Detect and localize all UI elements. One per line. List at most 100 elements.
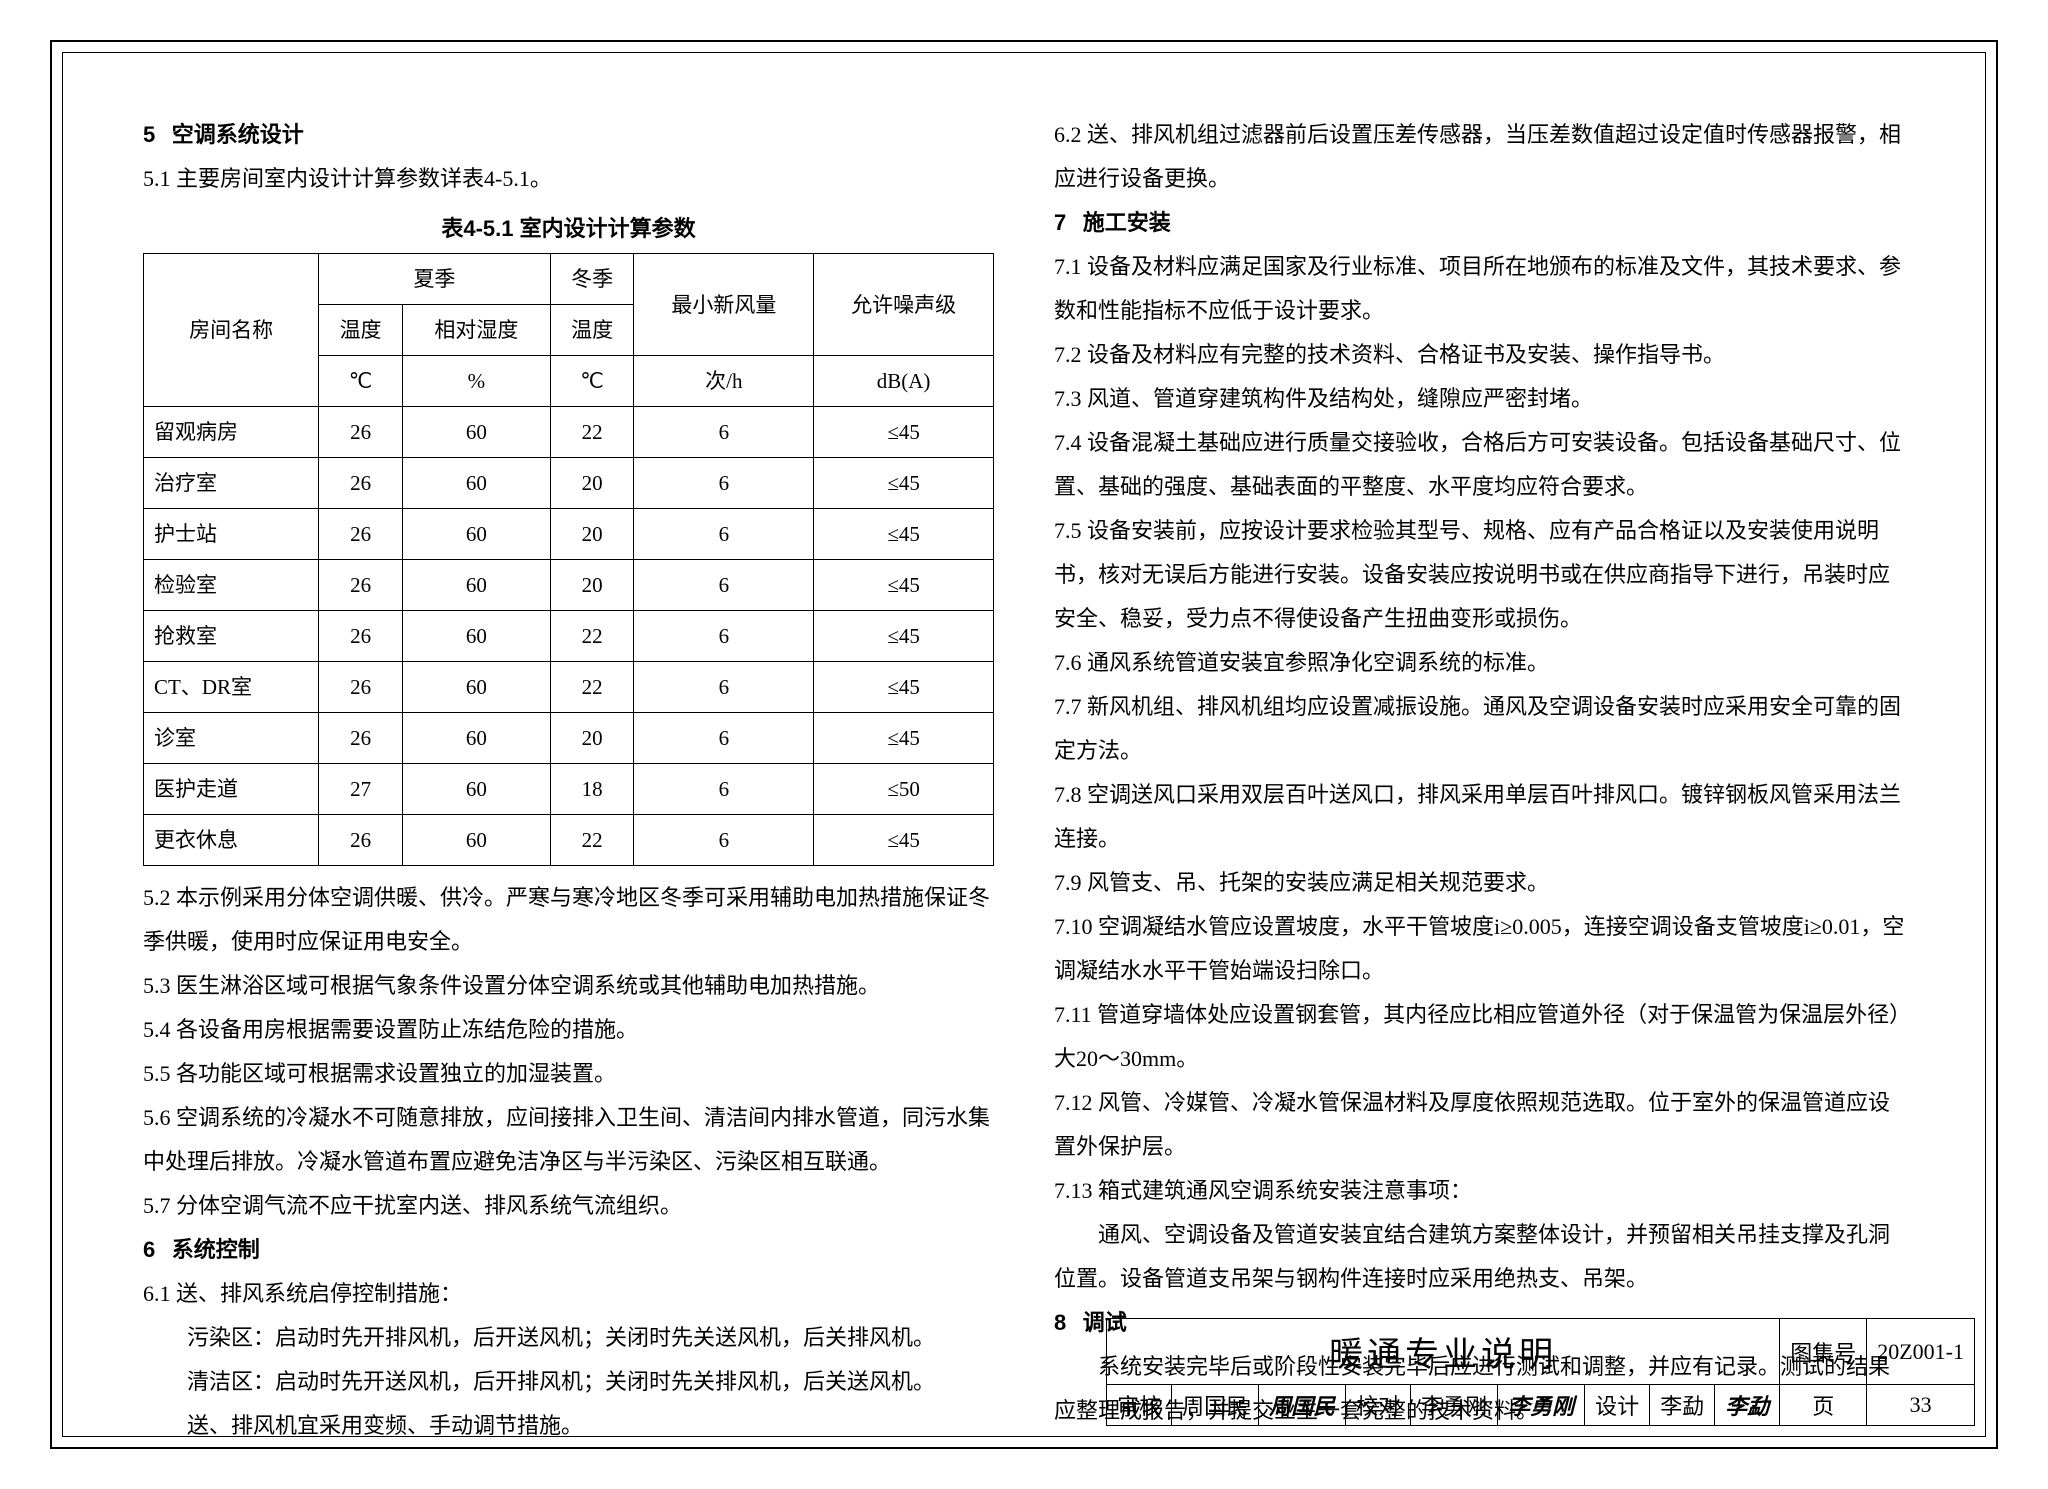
data-cell: 6	[634, 662, 814, 713]
data-cell: 60	[402, 407, 550, 458]
row-name-cell: 医护走道	[144, 764, 319, 815]
design-signature: 李勐	[1715, 1385, 1780, 1426]
row-name-cell: 护士站	[144, 509, 319, 560]
p5-1: 5.1 主要房间室内设计计算参数详表4-5.1。	[143, 157, 994, 201]
p7-3: 7.3 风道、管道穿建筑构件及结构处，缝隙应严密封堵。	[1054, 377, 1905, 421]
th-summer-temp: 温度	[319, 305, 403, 356]
p7-5: 7.5 设备安装前，应按设计要求检验其型号、规格、应有产品合格证以及安装使用说明…	[1054, 509, 1905, 641]
th-room: 房间名称	[144, 254, 319, 407]
data-cell: ≤45	[814, 407, 994, 458]
data-cell: 60	[402, 509, 550, 560]
atlas-label: 图集号	[1780, 1319, 1867, 1385]
section-6-heading: 6 系统控制	[143, 1228, 994, 1272]
p6-1a: 污染区：启动时先开排风机，后开送风机；关闭时先关送风机，后关排风机。	[143, 1316, 994, 1360]
design-name: 李勐	[1650, 1385, 1715, 1426]
data-cell: 6	[634, 560, 814, 611]
sec7-num: 7	[1054, 201, 1066, 245]
data-cell: 20	[550, 560, 634, 611]
table-row: 更衣休息2660226≤45	[144, 815, 994, 866]
p6-1: 6.1 送、排风系统启停控制措施：	[143, 1272, 994, 1316]
data-cell: 6	[634, 407, 814, 458]
check-name: 李勇刚	[1411, 1385, 1498, 1426]
data-cell: 60	[402, 815, 550, 866]
p7-2: 7.2 设备及材料应有完整的技术资料、合格证书及安装、操作指导书。	[1054, 333, 1905, 377]
p7-6: 7.6 通风系统管道安装宜参照净化空调系统的标准。	[1054, 641, 1905, 685]
th-winter-temp: 温度	[550, 305, 634, 356]
row-name-cell: 治疗室	[144, 458, 319, 509]
th-minfresh: 最小新风量	[634, 254, 814, 356]
atlas-no: 20Z001-1	[1867, 1319, 1975, 1385]
page-label: 页	[1780, 1385, 1867, 1426]
p5-7: 5.7 分体空调气流不应干扰室内送、排风系统气流组织。	[143, 1184, 994, 1228]
data-cell: 26	[319, 458, 403, 509]
p7-8: 7.8 空调送风口采用双层百叶送风口，排风采用单层百叶排风口。镀锌钢板风管采用法…	[1054, 773, 1905, 861]
data-cell: ≤45	[814, 611, 994, 662]
data-cell: 26	[319, 662, 403, 713]
table-row: 治疗室2660206≤45	[144, 458, 994, 509]
design-params-table: 房间名称 夏季 冬季 最小新风量 允许噪声级 温度 相对湿度 温度 ℃	[143, 253, 994, 866]
section-7-heading: 7 施工安装	[1054, 201, 1905, 245]
check-label: 校对	[1346, 1385, 1411, 1426]
data-cell: ≤50	[814, 764, 994, 815]
inner-frame: 5 空调系统设计 5.1 主要房间室内设计计算参数详表4-5.1。 表4-5.1…	[62, 52, 1986, 1437]
review-signature: 周国民	[1259, 1385, 1346, 1426]
p5-6: 5.6 空调系统的冷凝水不可随意排放，应间接排入卫生间、清洁间内排水管道，同污水…	[143, 1096, 994, 1184]
data-cell: 18	[550, 764, 634, 815]
table-row: 抢救室2660226≤45	[144, 611, 994, 662]
doc-title: 暖通专业说明	[1107, 1319, 1780, 1385]
unit-db: dB(A)	[814, 356, 994, 407]
data-cell: ≤45	[814, 815, 994, 866]
title-block: 暖通专业说明 图集号 20Z001-1 审核 周国民 周国民 校对 李勇刚 李勇…	[1106, 1318, 1975, 1426]
data-cell: ≤45	[814, 713, 994, 764]
data-cell: 27	[319, 764, 403, 815]
data-cell: 6	[634, 764, 814, 815]
data-cell: 22	[550, 815, 634, 866]
p7-4: 7.4 设备混凝土基础应进行质量交接验收，合格后方可安装设备。包括设备基础尺寸、…	[1054, 421, 1905, 509]
data-cell: 60	[402, 713, 550, 764]
p7-1: 7.1 设备及材料应满足国家及行业标准、项目所在地颁布的标准及文件，其技术要求、…	[1054, 245, 1905, 333]
review-name: 周国民	[1172, 1385, 1259, 1426]
row-name-cell: 留观病房	[144, 407, 319, 458]
row-name-cell: 检验室	[144, 560, 319, 611]
data-cell: 60	[402, 662, 550, 713]
table-body: 留观病房2660226≤45治疗室2660206≤45护士站2660206≤45…	[144, 407, 994, 866]
th-noise: 允许噪声级	[814, 254, 994, 356]
data-cell: 20	[550, 509, 634, 560]
check-signature: 李勇刚	[1498, 1385, 1585, 1426]
design-label: 设计	[1585, 1385, 1650, 1426]
outer-frame: 5 空调系统设计 5.1 主要房间室内设计计算参数详表4-5.1。 表4-5.1…	[50, 40, 1998, 1449]
data-cell: 20	[550, 458, 634, 509]
th-winter: 冬季	[550, 254, 634, 305]
p7-13a: 通风、空调设备及管道安装宜结合建筑方案整体设计，并预留相关吊挂支撑及孔洞位置。设…	[1054, 1213, 1905, 1301]
table-caption: 表4-5.1 室内设计计算参数	[143, 207, 994, 251]
p7-13: 7.13 箱式建筑通风空调系统安装注意事项：	[1054, 1169, 1905, 1213]
data-cell: 60	[402, 458, 550, 509]
data-cell: ≤45	[814, 509, 994, 560]
data-cell: 6	[634, 458, 814, 509]
p7-9: 7.9 风管支、吊、托架的安装应满足相关规范要求。	[1054, 861, 1905, 905]
data-cell: 60	[402, 560, 550, 611]
sec5-num: 5	[143, 113, 155, 157]
p7-10: 7.10 空调凝结水管应设置坡度，水平干管坡度i≥0.005，连接空调设备支管坡…	[1054, 905, 1905, 993]
left-column: 5 空调系统设计 5.1 主要房间室内设计计算参数详表4-5.1。 表4-5.1…	[143, 113, 994, 1296]
review-label: 审核	[1107, 1385, 1172, 1426]
p5-5: 5.5 各功能区域可根据需求设置独立的加湿装置。	[143, 1052, 994, 1096]
table-row: CT、DR室2660226≤45	[144, 662, 994, 713]
data-cell: 22	[550, 407, 634, 458]
data-cell: 26	[319, 560, 403, 611]
data-cell: 26	[319, 611, 403, 662]
data-cell: 26	[319, 407, 403, 458]
row-name-cell: 更衣休息	[144, 815, 319, 866]
data-cell: ≤45	[814, 458, 994, 509]
p6-1b: 清洁区：启动时先开送风机，后开排风机；关闭时先关排风机，后关送风机。	[143, 1360, 994, 1404]
table-row: 医护走道2760186≤50	[144, 764, 994, 815]
sec6-num: 6	[143, 1228, 155, 1272]
p5-2: 5.2 本示例采用分体空调供暖、供冷。严寒与寒冷地区冬季可采用辅助电加热措施保证…	[143, 876, 994, 964]
p6-2: 6.2 送、排风机组过滤器前后设置压差传感器，当压差数值超过设定值时传感器报警，…	[1054, 113, 1905, 201]
p6-1c: 送、排风机宜采用变频、手动调节措施。	[143, 1404, 994, 1448]
th-summer: 夏季	[319, 254, 551, 305]
page-no: 33	[1867, 1385, 1975, 1426]
sec7-title: 施工安装	[1083, 210, 1171, 235]
data-cell: ≤45	[814, 560, 994, 611]
data-cell: 26	[319, 509, 403, 560]
